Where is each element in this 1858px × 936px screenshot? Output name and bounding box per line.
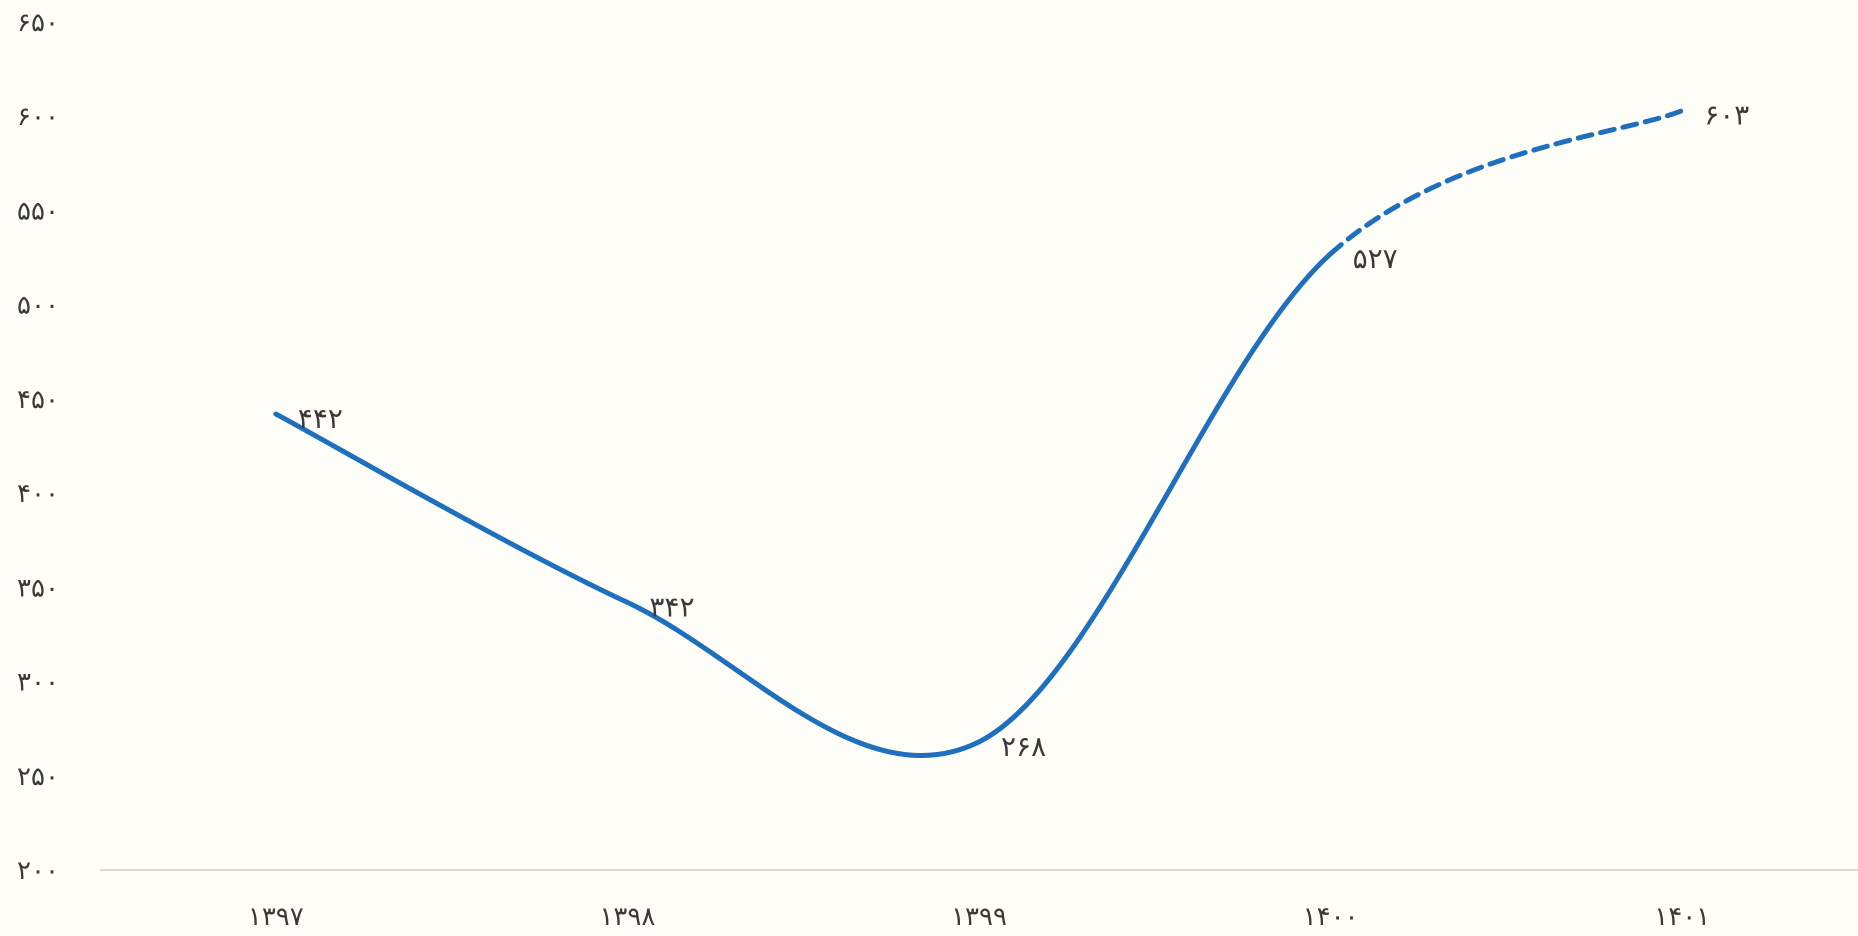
y-tick-label: ۵۰۰ bbox=[17, 291, 59, 321]
data-label: ۳۴۲ bbox=[649, 590, 694, 623]
y-tick-label: ۴۵۰ bbox=[17, 385, 59, 415]
y-tick-label: ۳۵۰ bbox=[17, 573, 59, 603]
y-tick-label: ۶۰۰ bbox=[17, 102, 59, 132]
series-line-dashed bbox=[1328, 108, 1685, 257]
data-label: ۵۲۷ bbox=[1353, 242, 1398, 275]
x-tick-label: ۱۳۹۷ bbox=[248, 902, 304, 931]
y-tick-label: ۶۵۰ bbox=[17, 8, 59, 38]
x-tick-label: ۱۳۹۸ bbox=[599, 902, 655, 931]
x-tick-label: ۱۳۹۹ bbox=[951, 902, 1007, 931]
y-tick-label: ۲۵۰ bbox=[17, 762, 59, 792]
data-label: ۲۶۸ bbox=[1001, 730, 1046, 763]
y-tick-label: ۳۰۰ bbox=[17, 668, 59, 698]
series-group bbox=[273, 108, 1685, 758]
y-axis-ticks: ۲۰۰ ۲۵۰ ۳۰۰ ۳۵۰ ۴۰۰ ۴۵۰ ۵۰۰ ۵۵۰ ۶۰۰ ۶۵۰ bbox=[17, 8, 59, 886]
data-labels: ۴۴۲ ۳۴۲ ۲۶۸ ۵۲۷ ۶۰۳ bbox=[298, 99, 1750, 763]
data-label: ۶۰۳ bbox=[1704, 99, 1749, 132]
x-tick-label: ۱۴۰۱ bbox=[1654, 902, 1710, 931]
series-line-solid bbox=[273, 251, 1334, 758]
data-label: ۴۴۲ bbox=[298, 402, 343, 435]
y-tick-label: ۴۰۰ bbox=[17, 479, 59, 509]
y-tick-label: ۲۰۰ bbox=[17, 856, 59, 886]
x-tick-label: ۱۴۰۰ bbox=[1303, 902, 1359, 931]
x-axis-ticks: ۱۳۹۷ ۱۳۹۸ ۱۳۹۹ ۱۴۰۰ ۱۴۰۱ bbox=[248, 902, 1710, 932]
y-tick-label: ۵۵۰ bbox=[17, 196, 59, 226]
